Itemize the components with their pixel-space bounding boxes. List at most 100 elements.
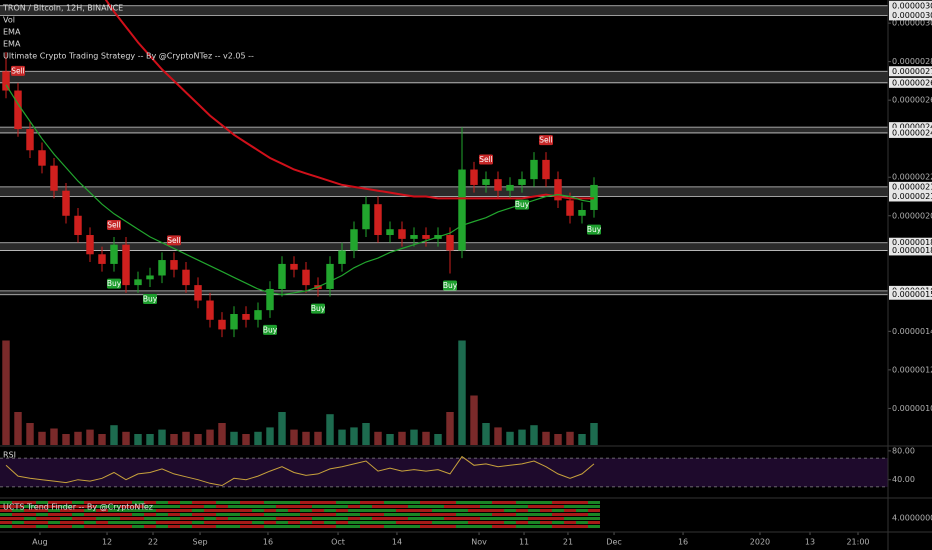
trend-cell — [276, 525, 288, 528]
trend-cell — [264, 521, 276, 524]
volume-bar — [470, 395, 478, 445]
trend-cell — [120, 513, 132, 516]
trend-cell — [492, 509, 504, 512]
candle-body — [2, 71, 10, 91]
trend-cell — [240, 517, 252, 520]
trend-cell — [48, 509, 60, 512]
trend-cell — [468, 501, 480, 504]
trend-cell — [252, 521, 264, 524]
trend-cell — [84, 513, 96, 516]
trend-cell — [504, 525, 516, 528]
candle-body — [398, 229, 406, 239]
trend-cell — [252, 501, 264, 504]
trend-cell — [324, 517, 336, 520]
trend-cell — [132, 501, 144, 504]
trend-cell — [564, 501, 576, 504]
candle-body — [542, 159, 550, 180]
trend-cell — [276, 509, 288, 512]
trend-cell — [480, 509, 492, 512]
trend-cell — [384, 509, 396, 512]
trend-cell — [312, 525, 324, 528]
candle-body — [74, 215, 82, 236]
rsi-band — [0, 458, 888, 487]
trend-cell — [120, 517, 132, 520]
trend-cell — [60, 501, 72, 504]
volume-bar — [542, 431, 550, 445]
trend-cell — [552, 525, 564, 528]
trend-cell — [120, 505, 132, 508]
volume-bar — [518, 429, 526, 445]
trend-cell — [312, 513, 324, 516]
trend-cell — [360, 513, 372, 516]
trend-cell — [444, 517, 456, 520]
x-tick-label: 22 — [148, 538, 158, 547]
level-label-box — [889, 0, 932, 11]
trend-cell — [576, 517, 588, 520]
trend-cell — [588, 505, 600, 508]
trend-cell — [324, 505, 336, 508]
trend-cell — [192, 513, 204, 516]
volume-bar — [302, 431, 310, 445]
signal-label: Buy — [311, 304, 326, 313]
trend-cell — [420, 525, 432, 528]
level-label-box — [889, 127, 932, 138]
signal-badge — [587, 224, 601, 235]
trend-cell — [336, 525, 348, 528]
volume-bar — [566, 431, 574, 445]
x-tick-label: 12 — [102, 538, 112, 547]
y-tick-label: 0.00000200 — [892, 211, 932, 220]
trend-cell — [336, 517, 348, 520]
trend-cell — [348, 509, 360, 512]
volume-bar — [122, 431, 130, 445]
trend-cell — [36, 509, 48, 512]
volume-bar — [62, 434, 70, 445]
trend-cell — [168, 513, 180, 516]
trend-cell — [36, 521, 48, 524]
trend-cell — [468, 505, 480, 508]
trend-cell — [480, 525, 492, 528]
trend-cell — [564, 521, 576, 524]
x-tick-label: Aug — [32, 538, 48, 547]
trend-cell — [156, 513, 168, 516]
trend-cell — [588, 521, 600, 524]
trend-cell — [48, 525, 60, 528]
candle-body — [146, 275, 154, 280]
signal-badge — [107, 219, 121, 230]
trend-cell — [72, 505, 84, 508]
trend-cell — [84, 505, 96, 508]
trend-cell — [72, 509, 84, 512]
candle-body — [278, 263, 286, 289]
trend-cell — [108, 521, 120, 524]
volume-bar — [50, 428, 58, 445]
trend-cell — [264, 513, 276, 516]
trend-cell — [168, 517, 180, 520]
volume-bar — [410, 429, 418, 445]
trend-cell — [216, 521, 228, 524]
trend-cell — [108, 509, 120, 512]
candle-body — [518, 179, 526, 185]
level-label-box — [889, 237, 932, 248]
trend-cell — [72, 513, 84, 516]
trend-cell — [576, 521, 588, 524]
level-label-box — [889, 122, 932, 133]
trend-cell — [492, 525, 504, 528]
trend-cell — [504, 517, 516, 520]
x-tick-label: 21 — [563, 538, 573, 547]
trend-cell — [372, 509, 384, 512]
trend-cell — [72, 525, 84, 528]
y-tick-label: 0.00000300 — [892, 19, 932, 28]
signal-badge — [263, 324, 277, 335]
candle-body — [530, 159, 538, 180]
trend-cell — [324, 521, 336, 524]
trend-cell — [312, 517, 324, 520]
trend-cell — [516, 521, 528, 524]
trend-cell — [0, 505, 12, 508]
trend-cell — [264, 525, 276, 528]
trend-cell — [204, 505, 216, 508]
candle-body — [506, 184, 514, 191]
level-label: 0.00000243 — [892, 128, 932, 137]
trend-cell — [372, 501, 384, 504]
trend-cell — [60, 525, 72, 528]
signal-badge — [539, 135, 553, 146]
trend-cell — [336, 513, 348, 516]
